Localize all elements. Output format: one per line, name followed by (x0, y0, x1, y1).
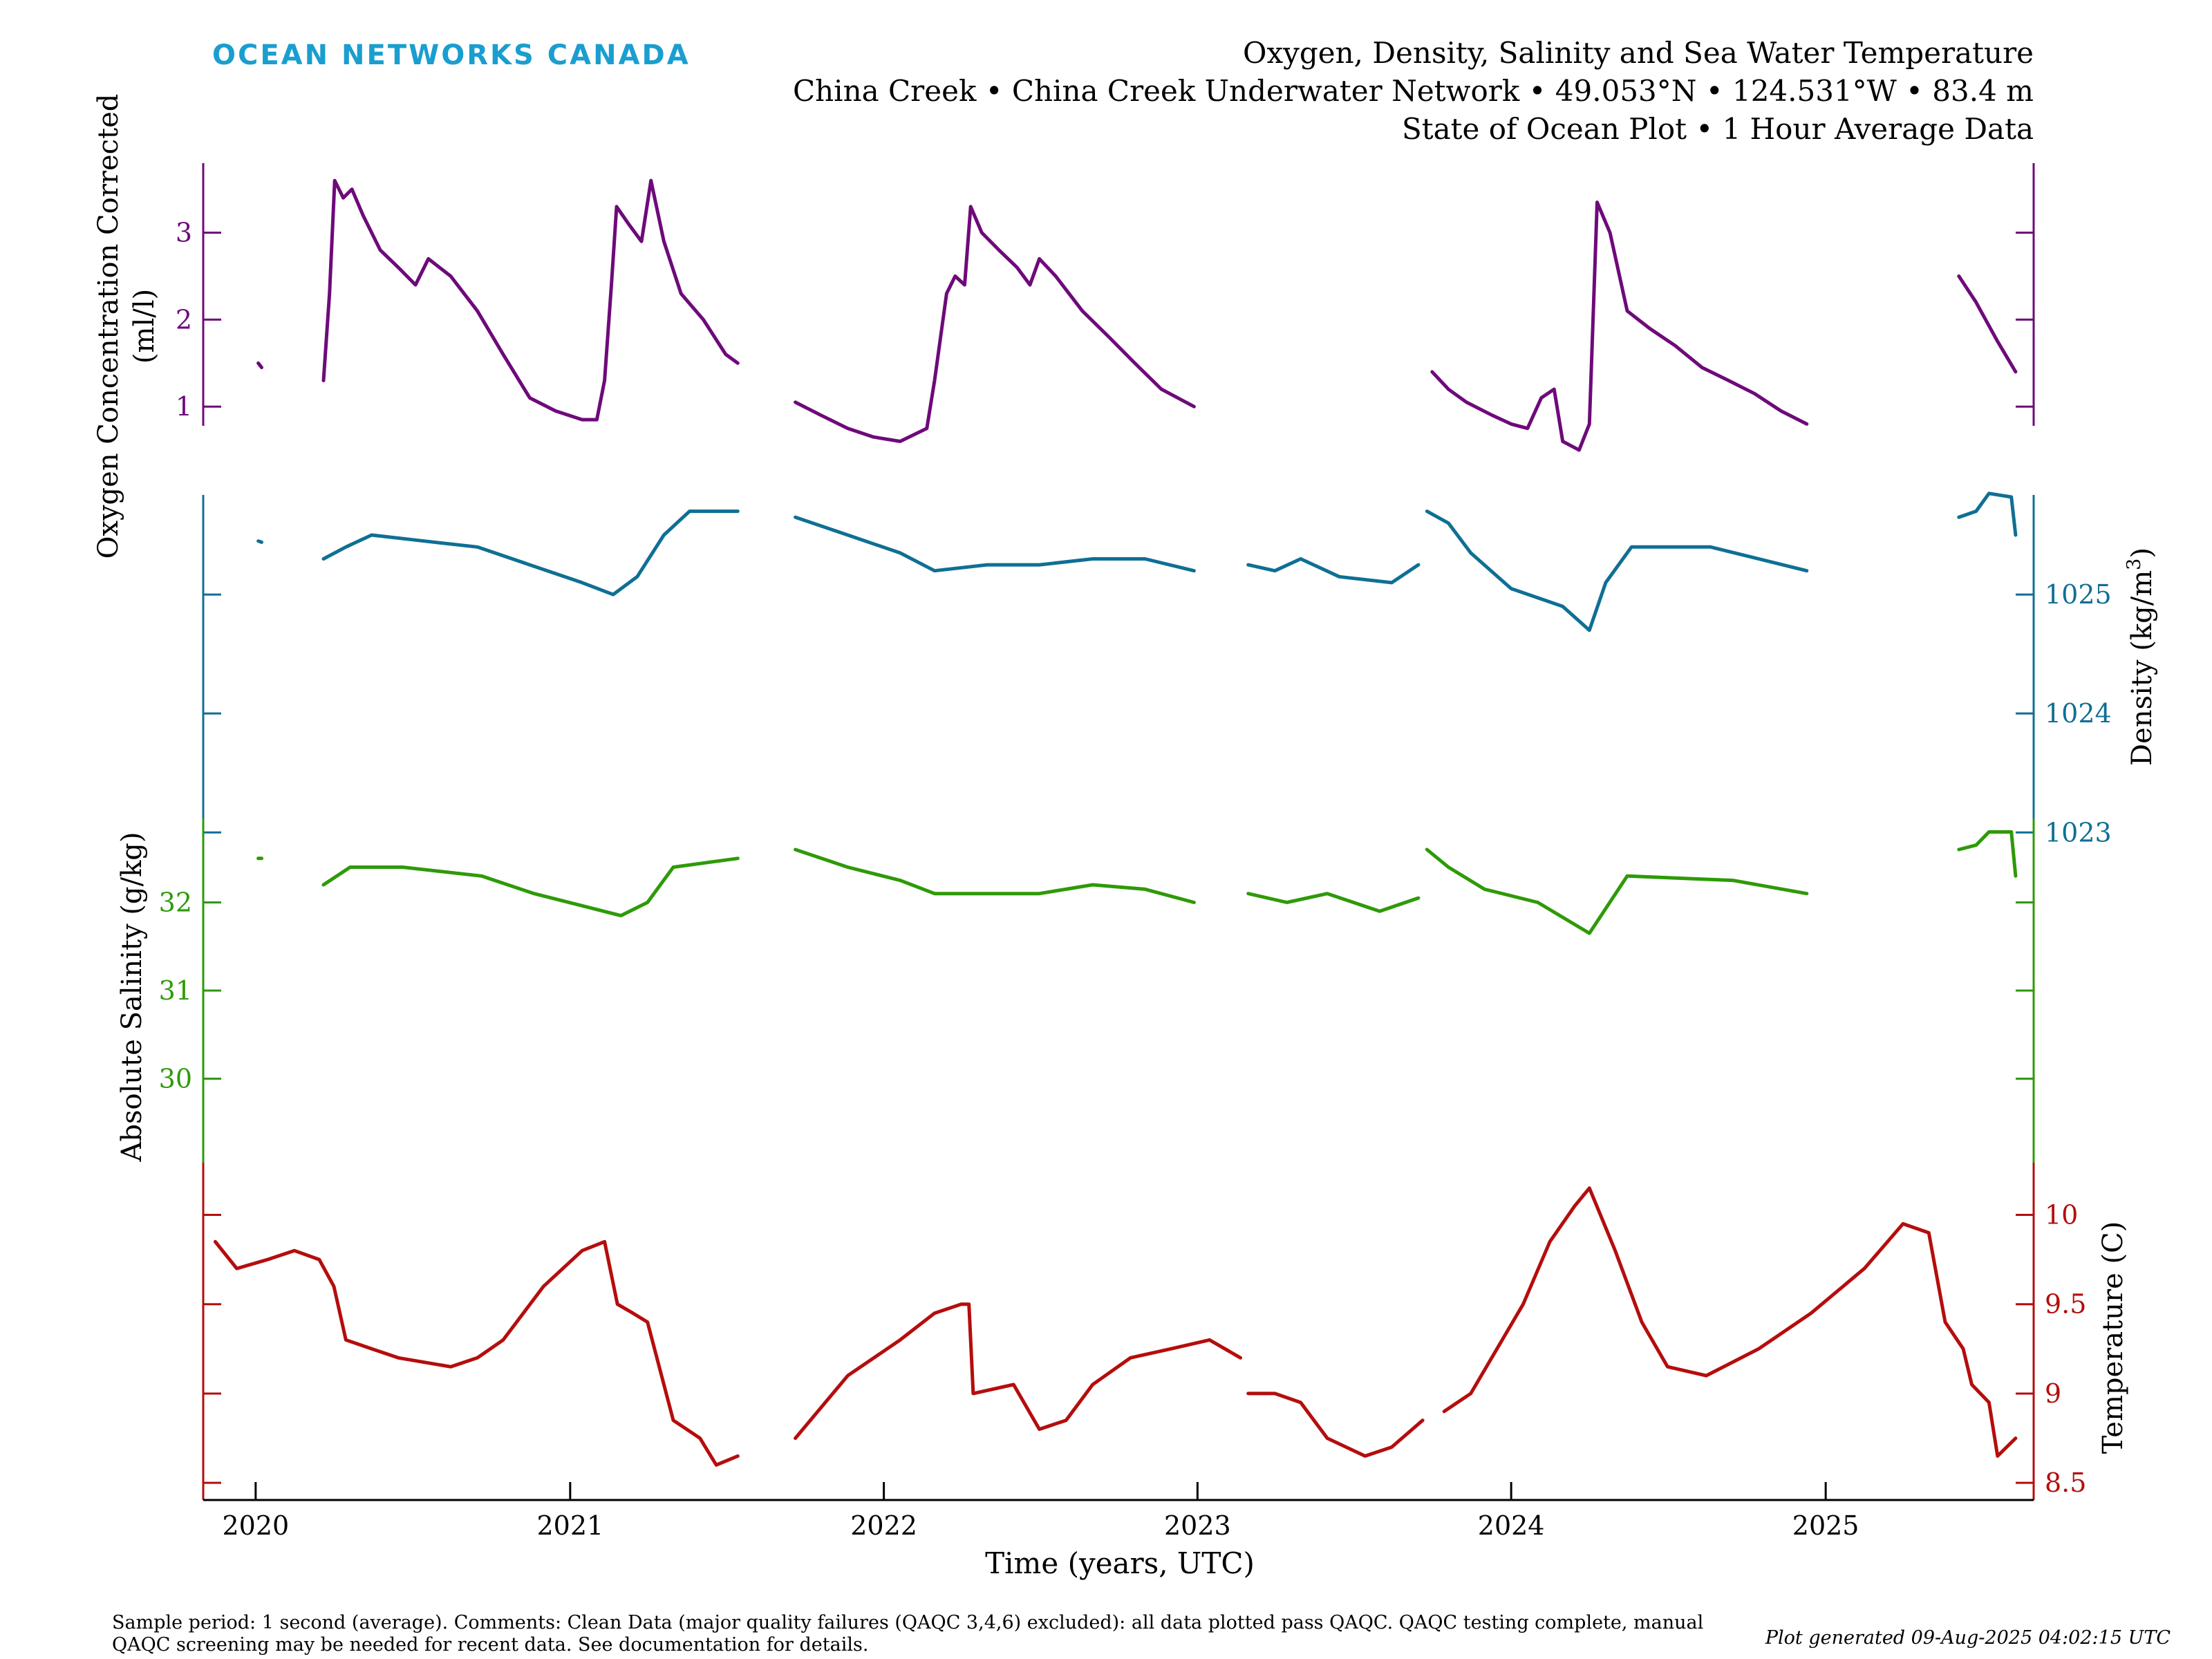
plot-generated-timestamp: Plot generated 09-Aug-2025 04:02:15 UTC (1765, 1627, 2171, 1649)
oxygen-axis-title-line1: Oxygen Concentration Corrected (93, 94, 124, 559)
oxygen-series-line (256, 361, 263, 370)
brand-logo-text: OCEAN NETWORKS CANADA (212, 39, 691, 71)
plot-subtitle-2: State of Ocean Plot • 1 Hour Average Dat… (1402, 112, 2034, 146)
density-axis-title-end: ) (2126, 547, 2158, 559)
x-tick-label: 2022 (850, 1510, 917, 1541)
x-tick-label: 2021 (536, 1510, 603, 1541)
footer-note-line1: Sample period: 1 second (average). Comme… (112, 1612, 1703, 1633)
temperature-series-line (1246, 1391, 1425, 1458)
temperature-tick-label: 8.5 (2045, 1468, 2086, 1498)
data-layer (213, 178, 2018, 1467)
salinity-tick-label: 32 (159, 888, 192, 918)
oxygen-tick-label: 2 (176, 304, 192, 335)
density-series-line (256, 539, 263, 544)
plot-title: Oxygen, Density, Salinity and Sea Water … (1243, 36, 2034, 70)
temperature-tick-label: 9 (2045, 1378, 2061, 1409)
oxygen-tick-label: 3 (176, 218, 192, 248)
salinity-series-line (321, 856, 740, 918)
x-tick-label: 2024 (1478, 1510, 1545, 1541)
salinity-tick-label: 30 (159, 1064, 192, 1094)
temperature-tick-label: 9.5 (2045, 1289, 2086, 1320)
oxygen-tick-label: 1 (176, 391, 192, 422)
salinity-axis-title: Absolute Salinity (g/kg) (116, 832, 148, 1162)
temperature-axis-title: Temperature (C) (2097, 1221, 2129, 1454)
density-axis-title-main: Density (kg/m (2126, 570, 2158, 766)
temperature-series-line (794, 1302, 1242, 1441)
temperature-series-line (213, 1239, 740, 1467)
oxygen-series-line (1957, 274, 2018, 374)
plot-subtitle: China Creek • China Creek Underwater Net… (793, 74, 2034, 108)
density-tick-label: 1025 (2045, 579, 2112, 610)
density-series-line (1425, 509, 1809, 632)
density-axis-title: Density (kg/m3) (2124, 547, 2158, 766)
axes-layer: 1 2 3 1023 1024 1025 30 31 32 8.5 9 9.5 10 2020 2021 20… (159, 163, 2112, 1541)
salinity-series-line (1957, 830, 2018, 878)
density-axis-title-sup: 3 (2124, 559, 2145, 570)
oxygen-series-line (1430, 200, 1809, 452)
x-axis-title: Time (years, UTC) (985, 1546, 1255, 1580)
x-tick-label: 2025 (1792, 1510, 1859, 1541)
salinity-tick-label: 31 (159, 975, 192, 1006)
density-series-line (1957, 491, 2018, 537)
footer-note-line2: QAQC screening may be needed for recent … (112, 1634, 868, 1656)
salinity-series-line (1246, 892, 1421, 913)
density-tick-label: 1024 (2045, 698, 2112, 729)
temperature-series-line (1442, 1186, 2018, 1458)
x-tick-label: 2023 (1164, 1510, 1231, 1541)
density-tick-label: 1023 (2045, 817, 2112, 847)
temperature-tick-label: 10 (2045, 1200, 2078, 1230)
x-tick-label: 2020 (222, 1510, 289, 1541)
salinity-series-line (794, 847, 1196, 904)
density-series-line (321, 509, 740, 597)
density-series-line (794, 515, 1196, 573)
oxygen-axis-title-line2: (ml/l) (129, 289, 160, 364)
oxygen-series-line (794, 205, 1196, 443)
oxygen-series-line (321, 178, 740, 422)
salinity-series-line (1425, 847, 1809, 935)
density-series-line (1246, 557, 1421, 585)
